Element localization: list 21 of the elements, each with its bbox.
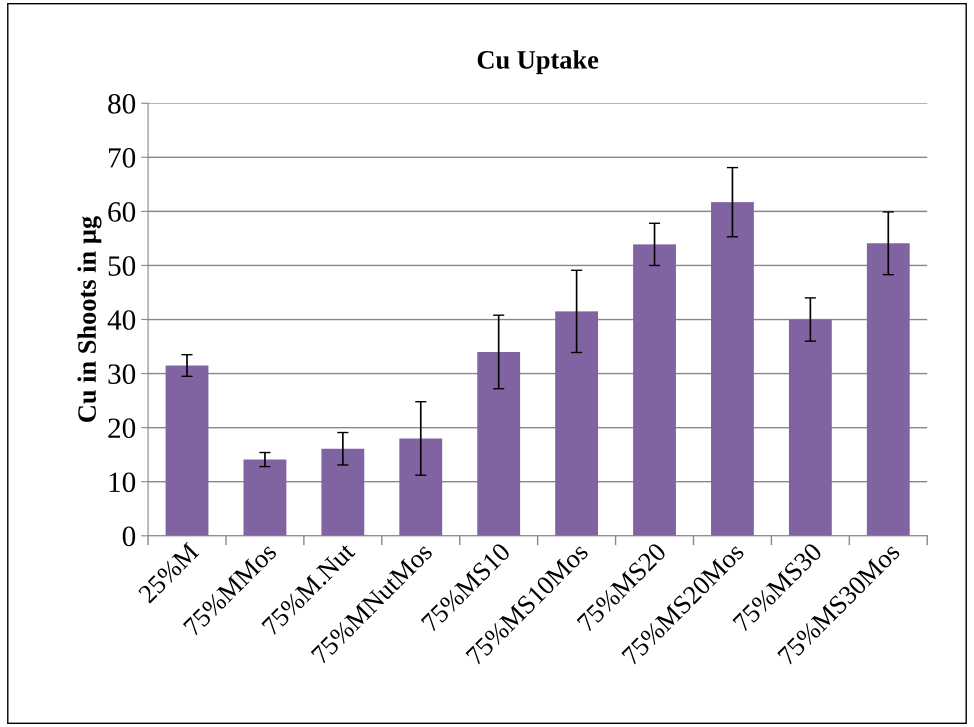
- bar: [555, 311, 598, 536]
- bar: [399, 438, 442, 536]
- y-tick-label: 10: [110, 472, 136, 492]
- bar: [166, 365, 208, 536]
- bar: [633, 244, 676, 536]
- y-tick-label: 60: [108, 202, 136, 222]
- y-tick-label: 50: [108, 256, 136, 276]
- y-tick-label: 70: [109, 148, 136, 168]
- y-tick-label: 20: [108, 418, 136, 438]
- y-axis-title: Cu in Shoots in µg: [77, 216, 102, 422]
- y-tick-label: 40: [108, 310, 136, 330]
- bar: [788, 320, 832, 536]
- bar: [711, 202, 754, 536]
- bar: [244, 460, 286, 536]
- bar: [866, 243, 910, 536]
- bar: [477, 352, 520, 536]
- chart-title: Cu Uptake: [478, 50, 598, 74]
- y-tick-label: 0: [122, 526, 136, 546]
- y-tick-label: 80: [108, 94, 136, 114]
- y-tick-label: 30: [108, 364, 136, 384]
- bar: [321, 448, 364, 536]
